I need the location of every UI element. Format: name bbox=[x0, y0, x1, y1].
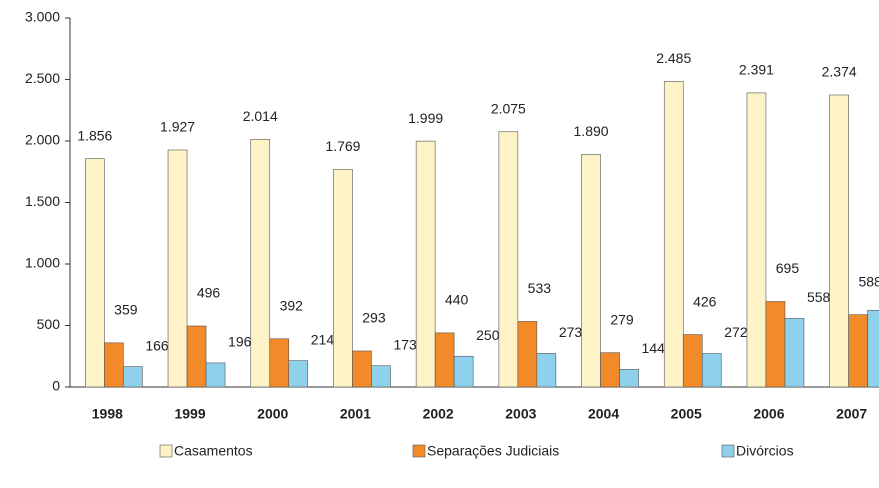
bar bbox=[498, 131, 519, 388]
data-label: 214 bbox=[311, 331, 335, 347]
bar bbox=[104, 342, 124, 388]
data-label: 1.927 bbox=[160, 119, 195, 135]
x-tick-label: 2002 bbox=[423, 406, 454, 422]
data-label: 1.999 bbox=[408, 110, 443, 126]
data-label: 293 bbox=[362, 310, 386, 326]
y-tick-label: 1.500 bbox=[25, 193, 60, 209]
bar bbox=[250, 138, 271, 388]
legend-swatch bbox=[159, 444, 173, 458]
data-label: 144 bbox=[642, 340, 666, 356]
bar bbox=[205, 362, 226, 388]
x-tick-label: 1999 bbox=[174, 406, 205, 422]
y-tick-label: 1.000 bbox=[25, 255, 60, 271]
data-label: 695 bbox=[776, 260, 800, 276]
bar bbox=[746, 92, 767, 388]
legend-label: Casamentos bbox=[174, 443, 253, 459]
bar bbox=[167, 149, 188, 388]
data-label: 359 bbox=[114, 302, 138, 318]
bar bbox=[85, 158, 105, 388]
bar bbox=[663, 81, 684, 388]
x-tick-label: 2000 bbox=[257, 406, 288, 422]
x-tick-label: 1998 bbox=[92, 406, 123, 422]
y-tick-label: 500 bbox=[37, 316, 61, 332]
bar bbox=[848, 314, 868, 388]
data-label: 166 bbox=[145, 337, 169, 353]
bar bbox=[581, 154, 601, 388]
bar bbox=[352, 350, 372, 388]
bar bbox=[453, 355, 474, 388]
bar bbox=[333, 169, 353, 388]
bar bbox=[536, 353, 557, 388]
data-label: 426 bbox=[693, 293, 717, 309]
legend-swatch bbox=[721, 444, 735, 458]
data-label: 1.769 bbox=[325, 138, 360, 154]
data-label: 2.391 bbox=[739, 62, 774, 78]
data-label: 533 bbox=[528, 280, 552, 296]
data-label: 2.374 bbox=[822, 64, 857, 80]
bar bbox=[829, 94, 849, 388]
data-label: 1.856 bbox=[77, 127, 112, 143]
bar bbox=[682, 334, 703, 388]
bar bbox=[517, 321, 538, 388]
x-tick-label: 2004 bbox=[588, 406, 619, 422]
data-label: 279 bbox=[610, 311, 634, 327]
bar bbox=[186, 325, 207, 388]
bar bbox=[600, 352, 620, 388]
bar bbox=[288, 360, 309, 388]
x-tick-label: 2001 bbox=[340, 406, 371, 422]
data-label: 496 bbox=[197, 285, 221, 301]
bar bbox=[765, 301, 786, 388]
data-label: 440 bbox=[445, 292, 469, 308]
data-label: 1.890 bbox=[574, 123, 609, 139]
data-label: 196 bbox=[228, 334, 252, 350]
data-label: 273 bbox=[559, 324, 583, 340]
bar bbox=[415, 140, 436, 388]
data-label: 588 bbox=[858, 273, 879, 289]
x-tick-label: 2007 bbox=[836, 406, 867, 422]
x-tick-label: 2003 bbox=[505, 406, 536, 422]
bar bbox=[371, 365, 391, 388]
data-label: 272 bbox=[724, 324, 748, 340]
data-label: 2.075 bbox=[491, 100, 526, 116]
bar bbox=[123, 366, 143, 388]
data-label: 392 bbox=[280, 297, 304, 313]
data-label: 558 bbox=[807, 289, 831, 305]
x-tick-label: 2006 bbox=[753, 406, 784, 422]
data-label: 250 bbox=[476, 327, 500, 343]
bar bbox=[701, 353, 722, 388]
legend-swatch bbox=[412, 444, 426, 458]
data-label: 2.485 bbox=[656, 50, 691, 66]
data-label: 2.014 bbox=[243, 108, 278, 124]
legend-label: Divórcios bbox=[736, 443, 794, 459]
data-label: 173 bbox=[393, 336, 417, 352]
bar bbox=[269, 338, 290, 388]
y-tick-label: 0 bbox=[52, 378, 60, 394]
legend-label: Separações Judiciais bbox=[427, 443, 559, 459]
y-tick-label: 2.500 bbox=[25, 70, 60, 86]
x-tick-label: 2005 bbox=[671, 406, 702, 422]
bar bbox=[434, 332, 455, 388]
bar bbox=[867, 309, 879, 388]
y-tick-label: 2.000 bbox=[25, 132, 60, 148]
bar bbox=[784, 318, 805, 388]
y-tick-label: 3.000 bbox=[25, 9, 60, 25]
bar bbox=[619, 368, 639, 388]
